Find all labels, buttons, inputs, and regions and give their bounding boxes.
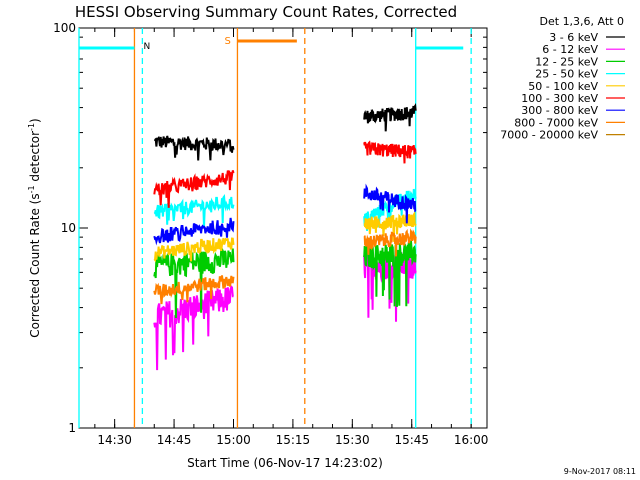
x-axis-label: Start Time (06-Nov-17 14:23:02) [187,456,383,470]
series-line-1 [153,284,234,371]
y-tick-label: 1 [68,421,76,435]
series-line-2 [153,247,235,319]
series-line-0 [153,135,235,161]
series-line-7 [363,228,417,257]
series-line-6 [153,217,235,246]
legend-entry-label: 7000 - 20000 keV [500,129,598,142]
legend-entry-label: 6 - 12 keV [542,43,598,56]
plot-area: 1 10 100 14:30 14:45 15:00 15:15 15:30 15:45 16:0… [53,21,488,447]
legend-entry-label: 3 - 6 keV [549,31,598,44]
chart-title: HESSI Observing Summary Count Rates, Cor… [75,3,457,21]
legend-entry-label: 50 - 100 keV [528,80,598,93]
legend-entry-label: 300 - 800 keV [521,104,598,117]
legend-entry-label: 100 - 300 keV [521,92,598,105]
y-axis-label: Corrected Count Rate (s-1 detector-1) [27,118,42,337]
series-line-3 [153,193,235,227]
series-line-5 [153,170,235,208]
series-line-7 [153,275,235,305]
saa-bar-label: S [224,36,230,47]
x-tick-label: 14:30 [97,433,132,447]
series-line-6 [363,183,417,224]
x-tick-label: 15:30 [335,433,370,447]
x-tick-label: 15:00 [216,433,251,447]
y-tick-label: 100 [53,21,76,35]
legend-entry-label: 25 - 50 keV [535,68,598,81]
y-tick-label: 10 [61,221,76,235]
x-tick-label: 15:15 [276,433,311,447]
x-tick-label: 14:45 [157,433,192,447]
night-bar-label: N [143,42,150,52]
x-tick-label: 16:00 [454,433,489,447]
series-line-5 [363,140,417,164]
series-line-0 [363,103,417,132]
footer-date: 9-Nov-2017 08:11 [564,467,636,476]
x-tick-label: 15:45 [394,433,429,447]
legend-entry-label: 12 - 25 keV [535,55,598,68]
legend-title: Det 1,3,6, Att 0 [540,15,624,28]
legend-entry-label: 800 - 7000 keV [514,116,598,129]
series-line-4 [153,237,235,263]
